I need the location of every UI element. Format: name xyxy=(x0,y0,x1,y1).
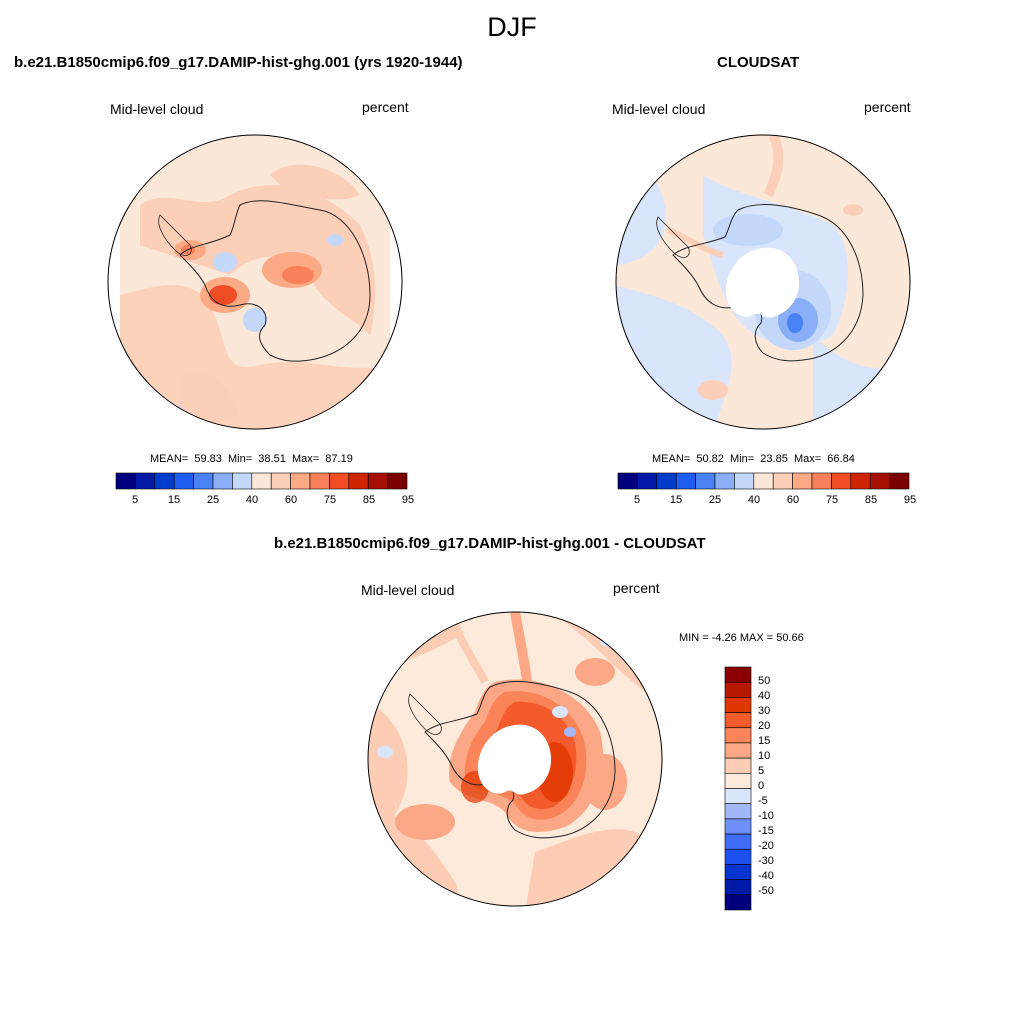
colorbar-swatch xyxy=(251,472,272,490)
figure-title: DJF xyxy=(487,12,537,42)
colorbar-swatch xyxy=(675,472,696,490)
colorbar-swatch xyxy=(724,818,752,835)
colorbar-swatch xyxy=(212,472,233,490)
colorbar-swatch xyxy=(724,742,752,759)
colorbar-tick: 15 xyxy=(167,494,181,506)
panel-2-stats: MEAN= 50.82 Min= 23.85 Max= 66.84 xyxy=(652,453,855,465)
panel-1-units-label: percent xyxy=(362,99,409,115)
panel-3-units-label: percent xyxy=(613,580,660,596)
colorbar-swatch xyxy=(115,472,136,490)
colorbar-swatch xyxy=(193,472,214,490)
panel-2-units-label: percent xyxy=(864,99,911,115)
colorbar-tick: 5 xyxy=(758,765,765,777)
colorbar-tick: 85 xyxy=(362,494,376,506)
colorbar-swatch xyxy=(831,472,852,490)
colorbar-swatch xyxy=(889,472,910,490)
colorbar-tick: 40 xyxy=(758,690,771,702)
colorbar-swatch xyxy=(367,472,388,490)
colorbar-swatch xyxy=(329,472,350,490)
colorbar-swatch xyxy=(714,472,735,490)
colorbar-tick: 15 xyxy=(758,735,771,747)
colorbar-swatch xyxy=(387,472,408,490)
colorbar-swatch xyxy=(850,472,871,490)
colorbar-tick: 40 xyxy=(245,494,259,506)
panel-1-variable-label: Mid-level cloud xyxy=(110,101,204,117)
panel-2-map xyxy=(615,134,911,430)
colorbar-swatch xyxy=(232,472,253,490)
panel-3-colorbar xyxy=(724,666,752,911)
colorbar-swatch xyxy=(695,472,716,490)
panel-2-variable-label: Mid-level cloud xyxy=(612,101,706,117)
panel-3-variable-label: Mid-level cloud xyxy=(361,582,455,598)
colorbar-tick: 60 xyxy=(786,494,800,506)
panel-3-colorbar-ticks: 50 40 30 20 15 10 5 0 -5 -10 -15 -20 -30… xyxy=(758,667,798,910)
colorbar-swatch xyxy=(724,864,752,880)
colorbar-tick: 0 xyxy=(758,780,765,792)
colorbar-tick: 15 xyxy=(669,494,683,506)
colorbar-swatch xyxy=(772,472,793,490)
colorbar-swatch xyxy=(724,757,752,774)
colorbar-swatch xyxy=(154,472,175,490)
colorbar-tick: 75 xyxy=(825,494,839,506)
colorbar-tick: -40 xyxy=(758,870,774,882)
colorbar-swatch xyxy=(792,472,813,490)
colorbar-swatch xyxy=(724,727,752,744)
colorbar-swatch xyxy=(724,773,752,789)
colorbar-swatch xyxy=(724,848,752,865)
colorbar-swatch xyxy=(270,472,291,490)
colorbar-swatch xyxy=(724,712,752,729)
colorbar-tick: 5 xyxy=(633,494,641,506)
colorbar-swatch xyxy=(724,833,752,850)
colorbar-tick: 95 xyxy=(903,494,917,506)
panel-1-colorbar-ticks: 5 15 25 40 60 75 85 95 xyxy=(116,494,414,508)
colorbar-tick: 50 xyxy=(758,675,771,687)
colorbar-swatch xyxy=(724,894,752,911)
panel-2-title: CLOUDSAT xyxy=(717,54,800,71)
colorbar-swatch xyxy=(656,472,677,490)
colorbar-tick: 75 xyxy=(323,494,337,506)
colorbar-swatch xyxy=(869,472,890,490)
colorbar-swatch xyxy=(290,472,311,490)
colorbar-swatch xyxy=(724,788,752,804)
colorbar-swatch xyxy=(734,472,755,490)
colorbar-swatch xyxy=(637,472,658,490)
colorbar-tick: 25 xyxy=(708,494,722,506)
colorbar-swatch xyxy=(617,472,638,490)
colorbar-swatch xyxy=(753,472,774,490)
colorbar-tick: 60 xyxy=(284,494,298,506)
colorbar-tick: 20 xyxy=(758,720,771,732)
colorbar-swatch xyxy=(811,472,832,490)
panel-1-colorbar xyxy=(115,472,408,490)
colorbar-tick: -5 xyxy=(758,795,768,807)
panel-3-title: b.e21.B1850cmip6.f09_g17.DAMIP-hist-ghg.… xyxy=(274,535,706,552)
colorbar-swatch xyxy=(724,681,752,698)
panel-3-map xyxy=(367,611,663,907)
colorbar-swatch xyxy=(724,803,752,820)
colorbar-tick: 40 xyxy=(747,494,761,506)
colorbar-tick: -15 xyxy=(758,825,774,837)
panel-1-title: b.e21.B1850cmip6.f09_g17.DAMIP-hist-ghg.… xyxy=(14,54,463,71)
colorbar-swatch xyxy=(724,666,752,683)
panel-2-colorbar xyxy=(617,472,910,490)
colorbar-tick: 25 xyxy=(206,494,220,506)
colorbar-swatch xyxy=(309,472,330,490)
colorbar-swatch xyxy=(724,697,752,713)
panel-3-stats: MIN = -4.26 MAX = 50.66 xyxy=(679,632,804,644)
panel-1-stats: MEAN= 59.83 Min= 38.51 Max= 87.19 xyxy=(150,453,353,465)
colorbar-swatch xyxy=(173,472,194,490)
colorbar-tick: 10 xyxy=(758,750,771,762)
panel-2-colorbar-ticks: 5 15 25 40 60 75 85 95 xyxy=(618,494,916,508)
colorbar-swatch xyxy=(724,879,752,896)
colorbar-tick: -10 xyxy=(758,810,774,822)
colorbar-tick: 95 xyxy=(401,494,415,506)
colorbar-tick: -20 xyxy=(758,840,774,852)
colorbar-tick: -30 xyxy=(758,855,774,867)
colorbar-tick: 30 xyxy=(758,705,771,717)
colorbar-tick: 85 xyxy=(864,494,878,506)
panel-1-map xyxy=(107,134,403,430)
colorbar-swatch xyxy=(135,472,156,490)
colorbar-swatch xyxy=(348,472,369,490)
colorbar-tick: 5 xyxy=(131,494,139,506)
colorbar-tick: -50 xyxy=(758,885,774,897)
